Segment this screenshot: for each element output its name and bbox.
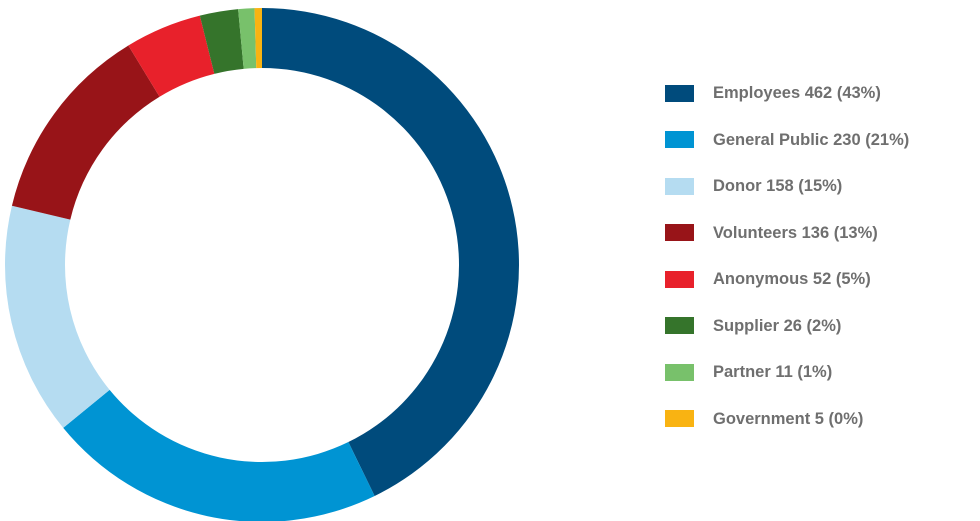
legend-item-supplier: Supplier 26 (2%)	[665, 317, 909, 335]
legend-swatch-employees	[665, 84, 694, 102]
donut-slice-employees	[262, 8, 519, 496]
legend-label-government: Government 5 (0%)	[713, 409, 864, 428]
chart-legend: Employees 462 (43%) General Public 230 (2…	[665, 84, 909, 456]
donut-chart-plot	[4, 8, 519, 521]
donut-slice-government	[254, 8, 262, 69]
legend-swatch-supplier	[665, 317, 694, 334]
legend-swatch-anonymous	[665, 270, 694, 288]
donut-slice-general-public	[63, 389, 375, 521]
legend-label-partner: Partner 11 (1%)	[713, 363, 833, 381]
legend-item-government: Government 5 (0%)	[665, 410, 909, 428]
legend-item-anonymous: Anonymous 52 (5%)	[665, 270, 909, 288]
legend-swatch-general-public	[665, 131, 694, 148]
legend-item-volunteers: Volunteers 136 (13%)	[665, 224, 909, 242]
legend-item-general-public: General Public 230 (21%)	[665, 131, 909, 149]
legend-item-partner: Partner 11 (1%)	[665, 363, 909, 381]
donut-slice-donor	[4, 205, 110, 428]
legend-swatch-volunteers	[665, 224, 694, 241]
legend-label-anonymous: Anonymous 52 (5%)	[713, 270, 871, 288]
legend-swatch-partner	[665, 363, 694, 381]
legend-label-general-public: General Public 230 (21%)	[713, 130, 910, 149]
legend-label-employees: Employees 462 (43%)	[713, 84, 881, 102]
legend-label-supplier: Supplier 26 (2%)	[713, 316, 842, 335]
legend-item-donor: Donor 158 (15%)	[665, 177, 909, 195]
legend-swatch-donor	[665, 177, 694, 195]
donut-slice-volunteers	[11, 45, 160, 220]
legend-swatch-government	[665, 410, 694, 427]
legend-label-donor: Donor 158 (15%)	[713, 177, 843, 195]
donut-slice-supplier	[199, 9, 244, 74]
donut-slice-anonymous	[128, 15, 215, 97]
donut-slice-partner	[238, 8, 257, 69]
legend-label-volunteers: Volunteers 136 (13%)	[713, 223, 878, 242]
legend-item-employees: Employees 462 (43%)	[665, 84, 909, 102]
